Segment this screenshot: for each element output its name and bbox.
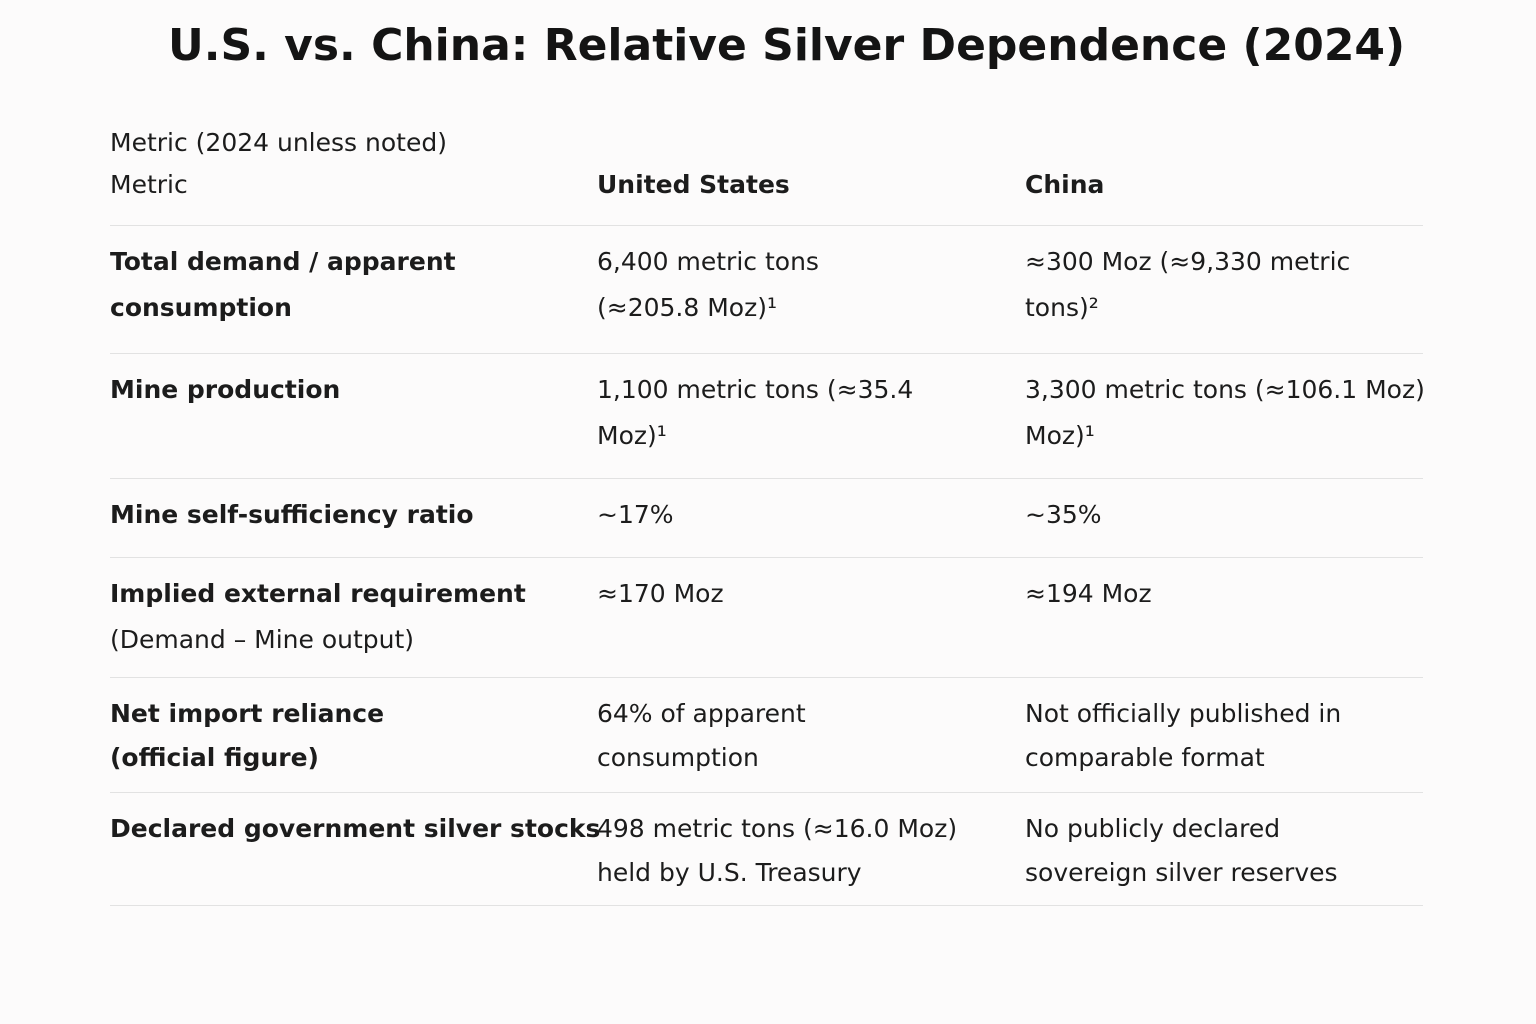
metric-label: (official figure) — [110, 743, 319, 772]
metric-label: Implied external requirement — [110, 579, 526, 608]
row-divider — [110, 557, 1423, 558]
metric-label: Declared government silver stocks — [110, 814, 601, 843]
metric-label: consumption — [110, 293, 292, 322]
china-value: sovereign silver reserves — [1025, 858, 1338, 887]
row-divider — [110, 225, 1423, 226]
china-value: ≈300 Moz (≈9,330 metric — [1025, 247, 1351, 276]
metric-note: (Demand – Mine output) — [110, 625, 415, 654]
row-divider — [110, 677, 1423, 678]
column-header: Metric — [110, 170, 188, 199]
china-value: tons)² — [1025, 293, 1099, 322]
us-value: held by U.S. Treasury — [597, 858, 862, 887]
china-value: ~35% — [1025, 500, 1102, 529]
row-divider — [110, 792, 1423, 793]
us-value: (≈205.8 Moz)¹ — [597, 293, 777, 322]
column-header: United States — [597, 170, 790, 199]
china-value: Moz)¹ — [1025, 421, 1095, 450]
us-value: 64% of apparent — [597, 699, 806, 728]
us-value: 6,400 metric tons — [597, 247, 819, 276]
us-value: 1,100 metric tons (≈35.4 — [597, 375, 914, 404]
us-value: ≈170 Moz — [597, 579, 724, 608]
us-value: 498 metric tons (≈16.0 Moz) — [597, 814, 958, 843]
table-caption: Metric (2024 unless noted) — [110, 128, 447, 157]
us-value: ~17% — [597, 500, 674, 529]
metric-label: Net import reliance — [110, 699, 385, 728]
column-header: China — [1025, 170, 1105, 199]
us-value: consumption — [597, 743, 759, 772]
row-divider — [110, 478, 1423, 479]
us-value: Moz)¹ — [597, 421, 667, 450]
metric-label: Mine production — [110, 375, 341, 404]
china-value: comparable format — [1025, 743, 1265, 772]
metric-label: Mine self-sufficiency ratio — [110, 500, 474, 529]
metric-label: Total demand / apparent — [110, 247, 456, 276]
page-title: U.S. vs. China: Relative Silver Dependen… — [168, 20, 1406, 71]
china-value: ≈194 Moz — [1025, 579, 1152, 608]
china-value: Not officially published in — [1025, 699, 1342, 728]
row-divider — [110, 353, 1423, 354]
china-value: 3,300 metric tons (≈106.1 Moz) — [1025, 375, 1425, 404]
china-value: No publicly declared — [1025, 814, 1281, 843]
row-divider — [110, 905, 1423, 906]
